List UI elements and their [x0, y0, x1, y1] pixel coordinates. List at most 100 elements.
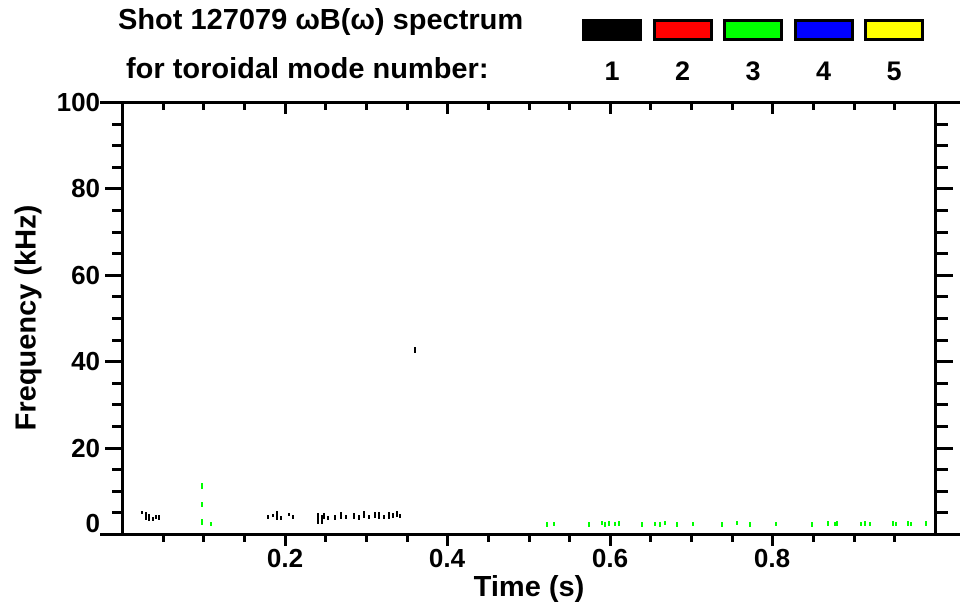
x-minor-tick: [406, 536, 409, 542]
legend-swatch-mode-1: [582, 19, 642, 41]
x-minor-tick: [568, 536, 571, 542]
y-minor-tick: [112, 403, 121, 406]
data-mark-mode-1: [323, 513, 325, 519]
data-mark-mode-3: [860, 522, 862, 526]
x-minor-tick-top: [202, 104, 205, 110]
data-mark-mode-3: [201, 483, 203, 489]
x-minor-tick-top: [243, 104, 246, 110]
data-mark-mode-1: [272, 514, 274, 517]
y-minor-tick: [112, 339, 121, 342]
y-major-tick: [105, 101, 121, 104]
data-mark-mode-1: [276, 511, 278, 520]
x-major-tick: [609, 536, 612, 546]
data-mark-mode-3: [546, 522, 548, 527]
data-mark-mode-3: [641, 522, 643, 527]
x-minor-tick-top: [406, 104, 409, 110]
data-mark-mode-1: [345, 515, 347, 519]
y-minor-tick-right: [937, 166, 948, 169]
x-tick-label: 0.4: [428, 543, 466, 573]
data-mark-mode-1: [152, 517, 154, 521]
x-major-tick-top: [284, 104, 287, 114]
data-mark-mode-1: [392, 513, 394, 518]
data-mark-mode-3: [614, 522, 616, 526]
y-axis-label: Frequency (kHz): [10, 204, 43, 431]
x-major-tick-top: [771, 104, 774, 114]
x-minor-tick: [731, 536, 734, 542]
data-mark-mode-1: [378, 512, 380, 519]
data-mark-mode-1: [288, 513, 290, 516]
y-minor-tick-right: [937, 123, 948, 126]
y-minor-tick: [112, 382, 121, 385]
data-mark-mode-1: [396, 511, 398, 517]
axis-right-line: [934, 101, 937, 536]
x-minor-tick: [202, 536, 205, 542]
x-minor-tick-top: [324, 104, 327, 110]
data-mark-mode-3: [553, 522, 555, 526]
y-minor-tick: [112, 425, 121, 428]
x-minor-tick: [690, 536, 693, 542]
data-mark-mode-1: [388, 512, 390, 519]
data-mark-mode-3: [659, 522, 661, 527]
data-mark-mode-3: [604, 522, 606, 527]
y-major-tick: [105, 447, 121, 450]
axis-left-line: [121, 101, 124, 536]
y-tick-label: 0: [85, 508, 100, 538]
legend-label-mode-1: 1: [604, 56, 620, 86]
data-mark-mode-1: [155, 515, 157, 519]
data-mark-mode-1: [363, 511, 365, 518]
y-minor-tick-right: [937, 490, 948, 493]
x-major-tick: [446, 536, 449, 546]
data-mark-mode-3: [910, 522, 912, 526]
data-mark-mode-3: [749, 522, 751, 527]
plot-title-line2: for toroidal mode number:: [126, 53, 489, 85]
y-major-tick: [105, 274, 121, 277]
data-mark-mode-3: [201, 519, 203, 525]
data-mark-mode-1: [141, 511, 143, 514]
x-major-tick: [284, 536, 287, 546]
y-minor-tick: [112, 166, 121, 169]
data-mark-mode-1: [158, 515, 160, 520]
x-minor-tick: [365, 536, 368, 542]
data-mark-mode-3: [676, 522, 678, 527]
y-minor-tick-right: [937, 425, 948, 428]
x-minor-tick: [893, 536, 896, 542]
y-minor-tick-right: [937, 468, 948, 471]
x-minor-tick-top: [812, 104, 815, 110]
data-mark-mode-1: [414, 347, 416, 353]
data-mark-mode-1: [292, 515, 294, 519]
data-mark-mode-3: [654, 522, 656, 526]
x-minor-tick-top: [162, 104, 165, 110]
legend-label-mode-3: 3: [745, 56, 761, 86]
data-mark-mode-1: [145, 512, 147, 520]
data-mark-mode-1: [267, 515, 269, 519]
x-minor-tick-top: [487, 104, 490, 110]
data-mark-mode-3: [736, 521, 738, 525]
x-minor-tick: [487, 536, 490, 542]
y-minor-tick-right: [937, 317, 948, 320]
y-minor-tick: [112, 317, 121, 320]
data-mark-mode-1: [399, 514, 401, 518]
x-minor-tick-top: [893, 104, 896, 110]
data-mark-mode-1: [317, 513, 319, 524]
data-mark-mode-3: [618, 521, 620, 526]
data-mark-mode-1: [340, 512, 342, 519]
x-minor-tick: [812, 536, 815, 542]
x-minor-tick: [528, 536, 531, 542]
y-major-tick-right: [937, 447, 953, 450]
y-minor-tick-right: [937, 295, 948, 298]
y-minor-tick: [112, 295, 121, 298]
y-minor-tick-right: [937, 511, 948, 514]
legend-swatch-mode-5: [864, 19, 924, 41]
y-minor-tick: [112, 144, 121, 147]
data-mark-mode-3: [892, 521, 894, 526]
x-minor-tick-top: [853, 104, 856, 110]
y-major-tick: [105, 360, 121, 363]
y-minor-tick-right: [937, 382, 948, 385]
data-mark-mode-3: [601, 521, 603, 525]
y-minor-tick: [112, 511, 121, 514]
x-minor-tick-top: [568, 104, 571, 110]
data-mark-mode-1: [280, 516, 282, 520]
data-mark-mode-3: [210, 522, 212, 526]
y-minor-tick-right: [937, 339, 948, 342]
